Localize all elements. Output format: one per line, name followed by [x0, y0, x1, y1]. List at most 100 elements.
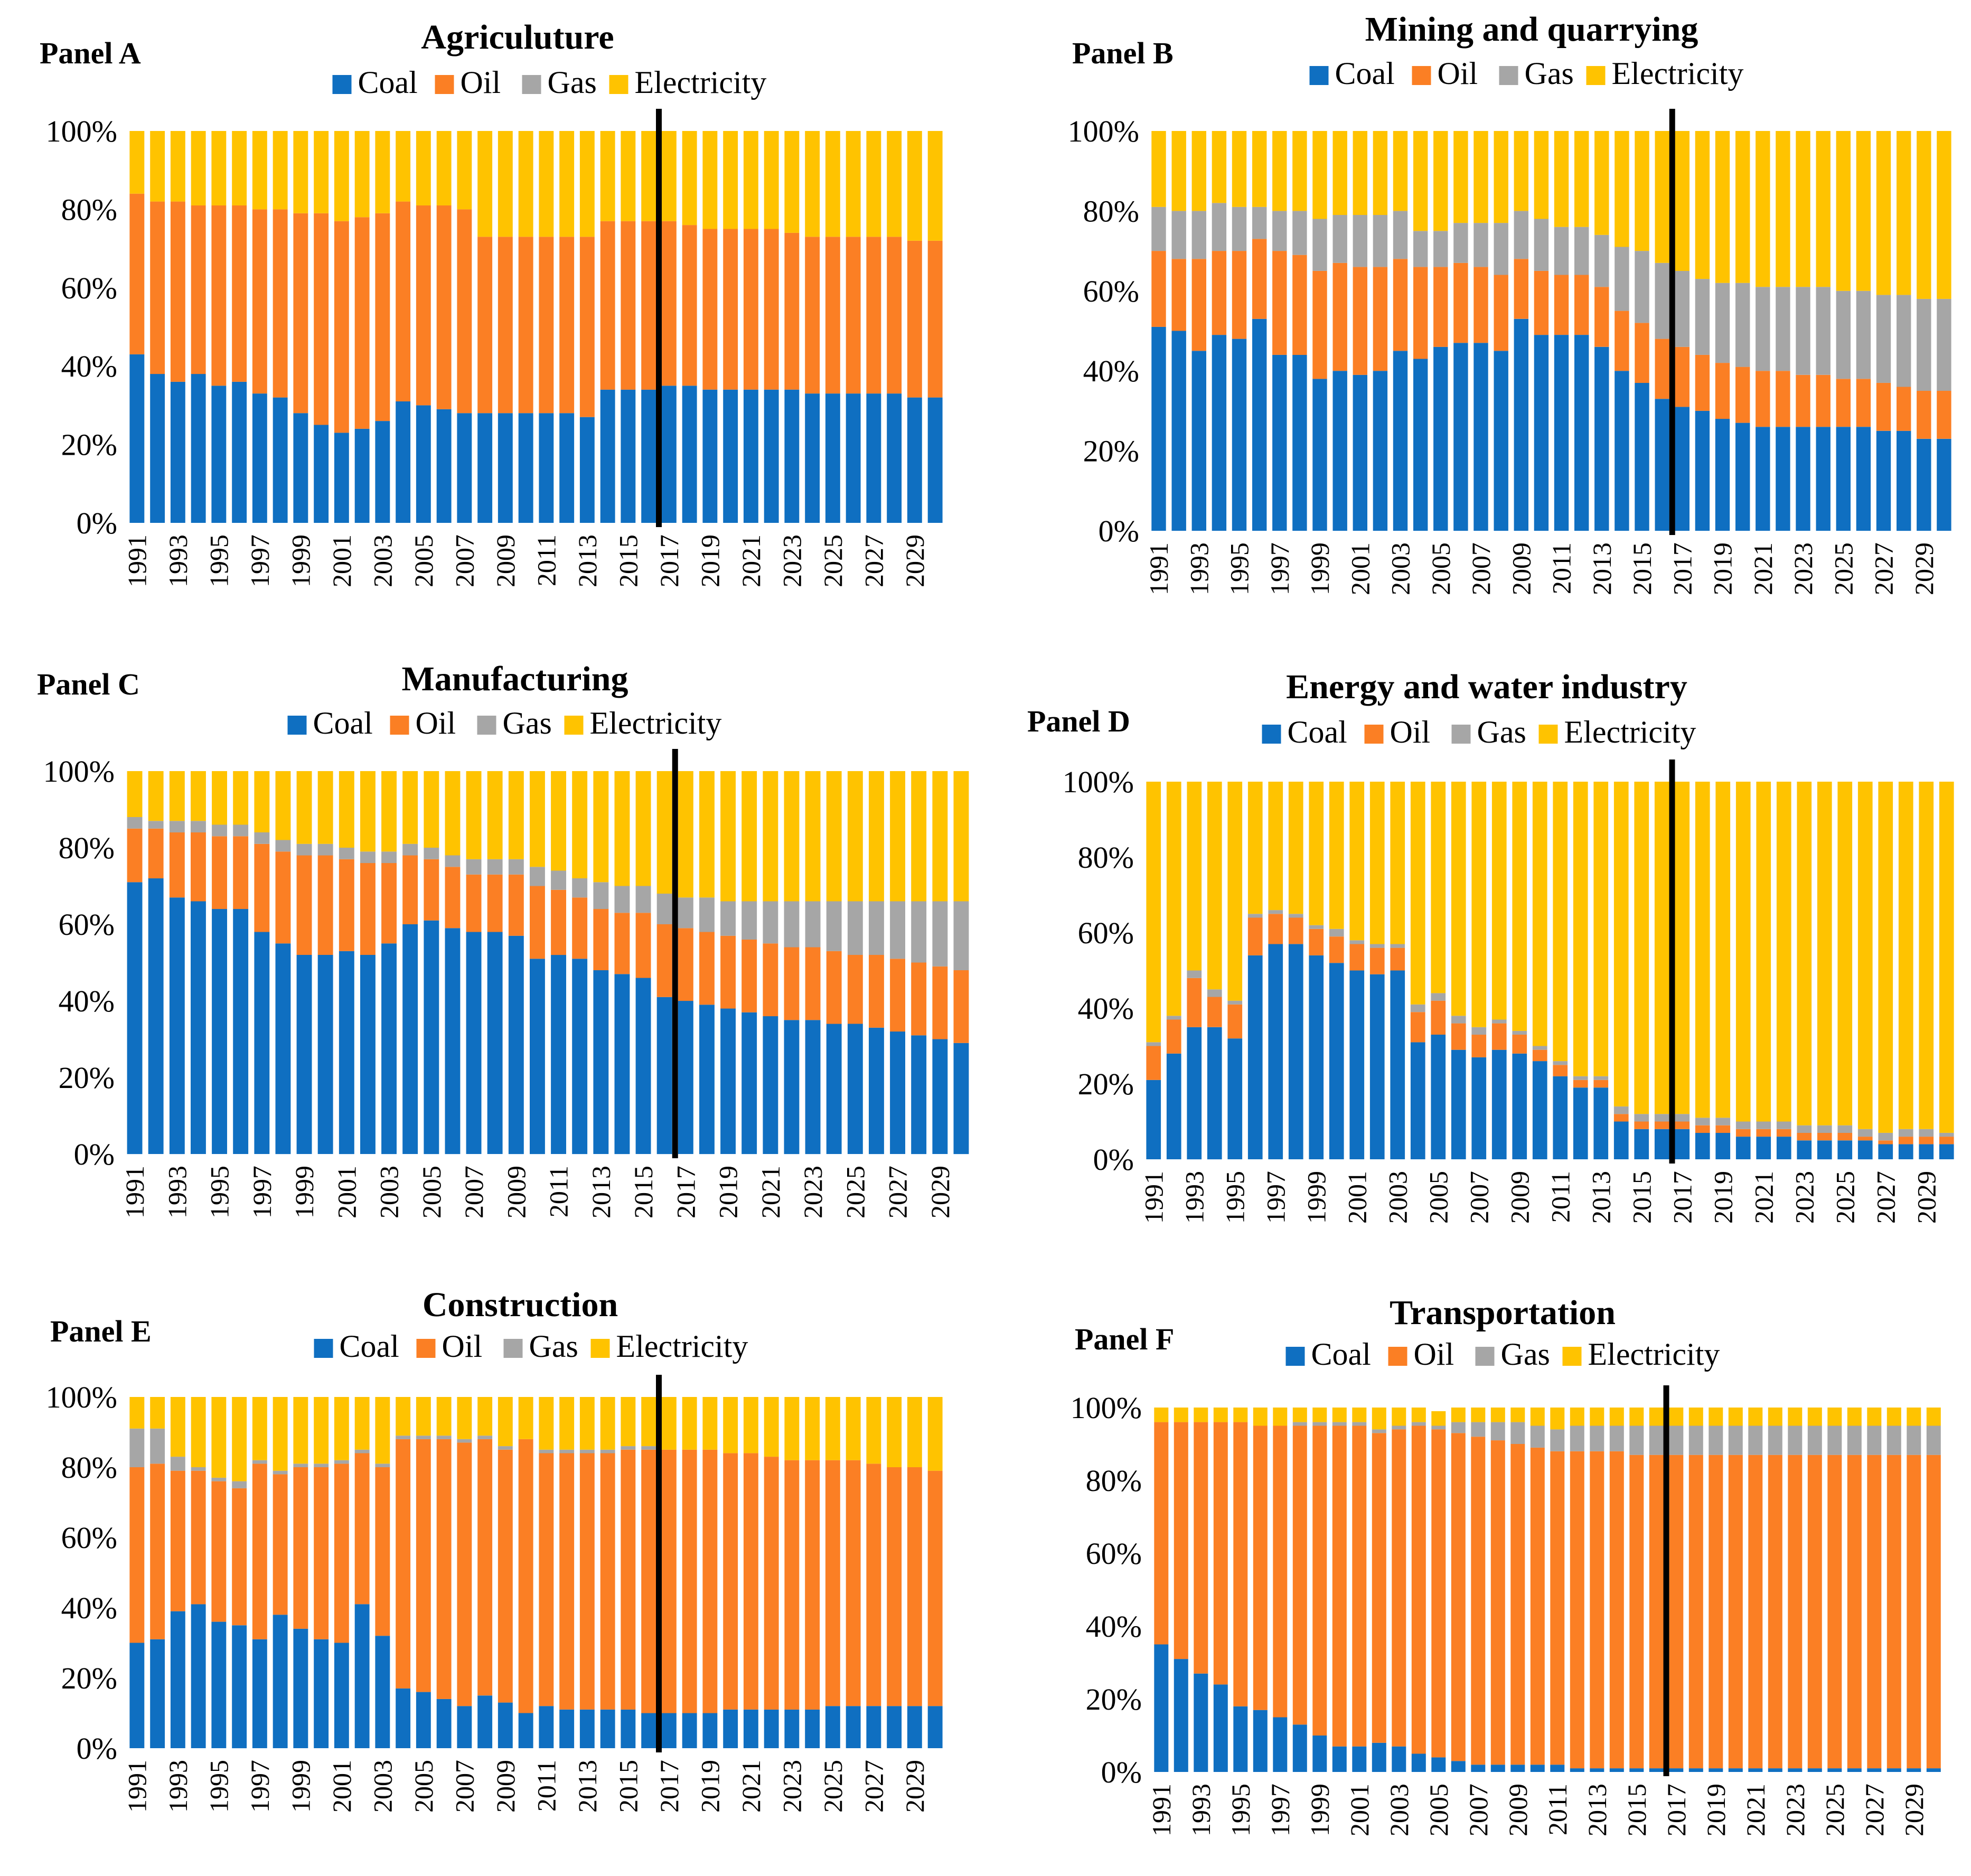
bar-segment-coal-1994	[191, 1604, 206, 1748]
bar-segment-gas-2030	[1926, 1425, 1941, 1455]
bar-segment-gas-2011	[539, 1449, 554, 1453]
legend-label-coal: Coal	[358, 65, 418, 100]
bar-segment-coal-2014	[600, 389, 615, 523]
x-tick-label: 2027	[859, 534, 888, 587]
bar-segment-oil-2009	[1510, 1444, 1525, 1765]
bar-segment-oil-2009	[498, 1449, 513, 1703]
bar-segment-gas-2019	[1709, 1425, 1723, 1455]
x-tick-label: 2007	[449, 534, 479, 587]
x-axis: 1991 1993 1995 1997 1999 2001 2003 2005 2007 2009…	[122, 534, 930, 587]
bar-segment-electricity-2029	[1907, 1408, 1921, 1426]
bar-segment-coal-1991	[1151, 326, 1166, 531]
bar-segment-electricity-2007	[466, 771, 482, 859]
x-axis: 1991 1993 1995 1997 1999 2001 2003 2005 2007 2009…	[1144, 542, 1939, 595]
bar-segment-coal-2000	[314, 1639, 329, 1748]
x-tick-label: 2005	[417, 1166, 446, 1218]
bar-segment-oil-2000	[314, 213, 329, 425]
legend-swatch-coal	[332, 75, 352, 94]
bar-segment-electricity-2028	[1886, 1408, 1901, 1426]
legend-label-oil: Oil	[1438, 56, 1478, 91]
bar-segment-electricity-2006	[436, 131, 452, 205]
bar-segment-coal-2018	[682, 1713, 697, 1748]
x-tick-label: 1993	[163, 1760, 193, 1813]
bar-segment-gas-2001	[339, 848, 354, 859]
bar-segment-gas-2018	[1695, 1118, 1710, 1125]
bar-segment-gas-1999	[296, 843, 312, 856]
bars	[1154, 1408, 1941, 1772]
bar-segment-gas-1994	[1207, 989, 1222, 997]
bar-segment-coal-2017	[1675, 407, 1690, 531]
bar-segment-electricity-2019	[702, 131, 718, 229]
bar-segment-coal-2025	[1837, 1140, 1853, 1160]
bar-segment-oil-2013	[593, 909, 609, 970]
bar-segment-coal-2008	[1490, 1765, 1505, 1772]
bar-segment-gas-2024	[1807, 1425, 1822, 1455]
bar-segment-oil-1999	[1312, 271, 1327, 379]
x-tick-label: 2009	[491, 534, 520, 587]
bar-segment-gas-2013	[593, 882, 609, 909]
bar-segment-coal-2001	[334, 1643, 349, 1748]
bar-segment-oil-2011	[1550, 1451, 1565, 1765]
bar-segment-gas-2002	[354, 1449, 370, 1453]
bar-segment-coal-1997	[1268, 944, 1283, 1159]
bar-segment-oil-2018	[1695, 1125, 1710, 1133]
bar-segment-electricity-2001	[1349, 782, 1365, 941]
bar-segment-oil-2019	[702, 1449, 718, 1713]
bar-segment-oil-2019	[702, 229, 718, 390]
bar-segment-oil-2024	[1816, 374, 1831, 427]
bar-segment-gas-2011	[1550, 1429, 1565, 1451]
bar-segment-coal-2007	[457, 1706, 472, 1748]
bar-segment-electricity-1998	[1292, 1408, 1307, 1422]
bar-segment-gas-1994	[191, 1467, 206, 1471]
bar-segment-electricity-2002	[1369, 782, 1385, 944]
bar-segment-electricity-2000	[1329, 782, 1344, 929]
bar-segment-electricity-2004	[1413, 131, 1428, 231]
x-tick-label: 2013	[1582, 1784, 1612, 1836]
x-tick-label: 1999	[1305, 542, 1335, 595]
panel-e: Construction Panel E Coal Oil Gas Electricity…	[46, 1286, 943, 1813]
bar-segment-oil-2009	[508, 874, 524, 936]
bar-segment-oil-2018	[682, 225, 697, 386]
bar-segment-oil-2022	[1776, 371, 1790, 427]
bar-segment-oil-2028	[1898, 1137, 1913, 1145]
bar-segment-gas-1996	[233, 824, 249, 837]
legend-label-electricity: Electricity	[635, 65, 767, 100]
bar-segment-electricity-2011	[539, 131, 554, 237]
bar-segment-oil-2002	[1373, 267, 1388, 371]
bar-segment-oil-1999	[293, 213, 308, 414]
bar-segment-electricity-2020	[742, 771, 757, 902]
bar-segment-gas-2011	[1554, 227, 1569, 275]
legend-label-gas: Gas	[1501, 1337, 1550, 1372]
bar-segment-oil-2028	[1897, 387, 1911, 431]
bar-segment-electricity-1997	[254, 771, 270, 832]
x-tick-label: 2017	[1662, 1784, 1691, 1836]
bar-segment-gas-1991	[1151, 207, 1166, 251]
bar-segment-coal-2000	[314, 425, 329, 523]
bar-segment-electricity-2013	[1594, 131, 1609, 235]
legend-label-gas: Gas	[503, 706, 552, 740]
x-tick-label: 2009	[1506, 542, 1536, 595]
bar-segment-electricity-2026	[846, 131, 861, 237]
bar-segment-coal-2021	[1756, 427, 1770, 531]
bar-segment-oil-2015	[635, 913, 651, 978]
bar-segment-coal-2021	[1748, 1768, 1763, 1772]
bar-segment-coal-2011	[1554, 335, 1569, 531]
bar-segment-oil-2008	[477, 237, 493, 414]
bar-segment-coal-1992	[1171, 331, 1186, 531]
legend-swatch-electricity	[1586, 66, 1606, 85]
bar-segment-coal-1995	[212, 909, 227, 1154]
bar-segment-oil-2008	[487, 874, 503, 932]
bar-segment-electricity-1991	[127, 771, 143, 817]
bar-segment-oil-1994	[1212, 251, 1227, 335]
bar-segment-coal-2020	[742, 1012, 757, 1155]
panel-title: Transportation	[1390, 1293, 1616, 1332]
bar-segment-coal-2024	[1807, 1768, 1822, 1772]
bar-segment-oil-1995	[212, 836, 227, 909]
bar-segment-coal-2000	[317, 955, 333, 1154]
bar-segment-oil-2007	[1471, 1035, 1487, 1057]
bar-segment-electricity-2026	[869, 771, 884, 902]
bar-segment-electricity-2013	[1590, 1408, 1604, 1426]
bar-segment-coal-2005	[1431, 1035, 1446, 1159]
bar-segment-coal-2022	[764, 389, 779, 523]
x-tick-label: 2019	[1708, 1171, 1738, 1224]
